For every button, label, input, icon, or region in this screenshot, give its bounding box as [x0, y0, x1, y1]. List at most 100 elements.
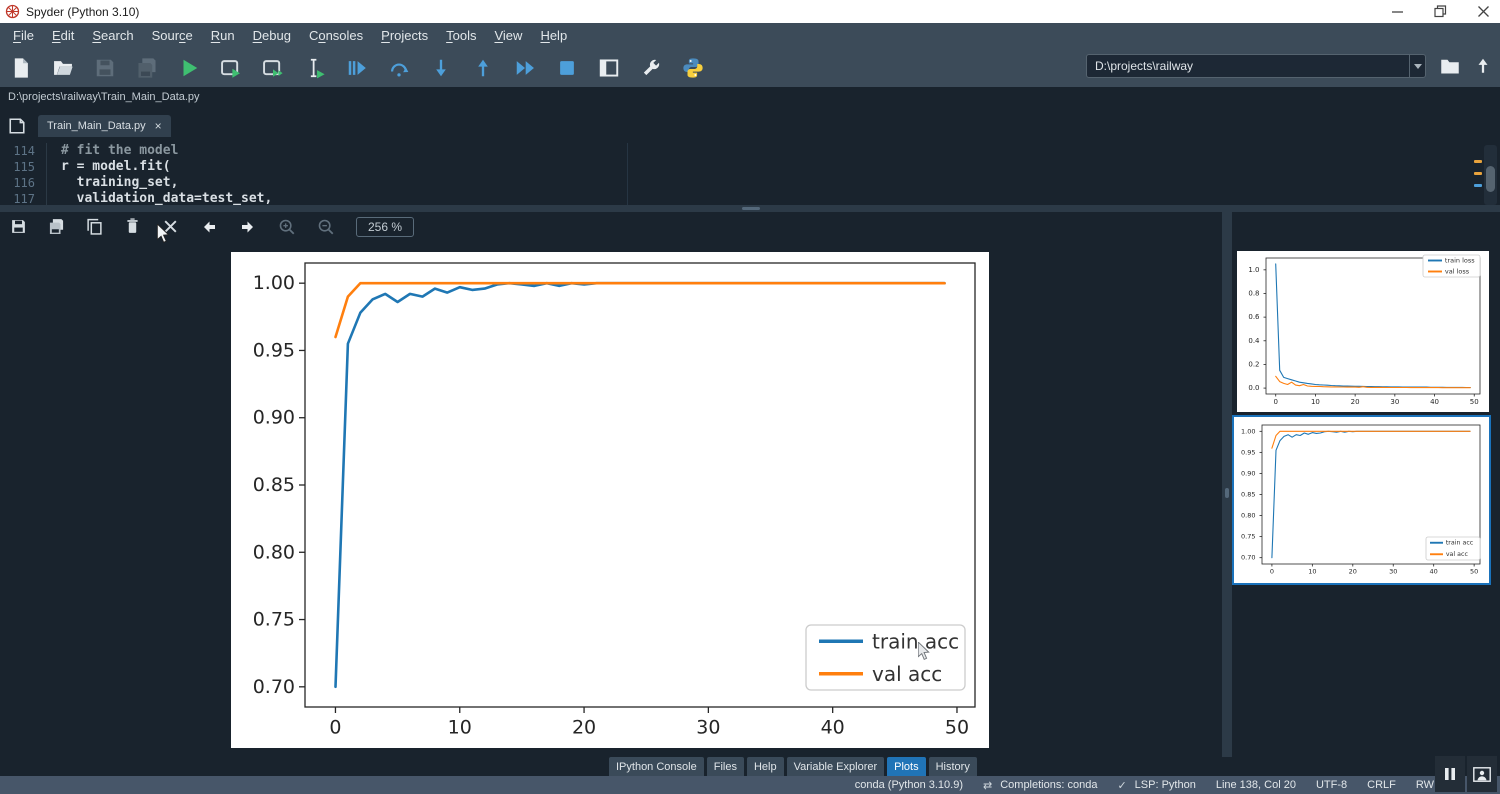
- svg-text:0: 0: [329, 716, 341, 738]
- svg-text:val acc: val acc: [872, 662, 942, 686]
- svg-text:30: 30: [1390, 398, 1399, 406]
- user-button[interactable]: [1467, 756, 1497, 792]
- debug-file-icon[interactable]: [346, 57, 368, 79]
- svg-text:0.85: 0.85: [253, 474, 295, 496]
- code-text: r = model.fit(: [61, 159, 171, 174]
- run-cell-icon[interactable]: [220, 57, 242, 79]
- svg-text:0.2: 0.2: [1248, 360, 1259, 368]
- check-icon: ✓: [1117, 779, 1127, 792]
- continue-icon[interactable]: [514, 57, 536, 79]
- thumbnail-accuracy-plot: 0.70 0.75 0.80 0.85 0.90 0.95 1.00 0 10 20 30 40 50 t…: [1235, 418, 1488, 582]
- stop-icon[interactable]: [556, 57, 578, 79]
- svg-text:0.80: 0.80: [1241, 512, 1255, 520]
- menu-tools[interactable]: Tools: [446, 28, 477, 43]
- browse-directory-icon[interactable]: [1440, 57, 1460, 75]
- editor-tab[interactable]: Train_Main_Data.py ×: [38, 114, 171, 137]
- svg-text:0.70: 0.70: [253, 676, 295, 698]
- chevron-down-icon[interactable]: [1409, 55, 1425, 77]
- zoom-out-icon[interactable]: [317, 218, 335, 236]
- svg-text:20: 20: [572, 716, 596, 738]
- code-text: # fit the model: [61, 143, 179, 158]
- plot-thumbnails-pane: 0.0 0.2 0.4 0.6 0.8 1.0 0 10 20 30 40 50 train loss v…: [1232, 212, 1500, 757]
- menu-source[interactable]: Source: [151, 28, 193, 43]
- svg-text:0.6: 0.6: [1248, 313, 1260, 321]
- restore-button[interactable]: [1434, 5, 1447, 18]
- preferences-wrench-icon[interactable]: [640, 57, 662, 79]
- svg-text:val acc: val acc: [1446, 551, 1469, 558]
- new-file-icon[interactable]: [10, 57, 32, 79]
- edge-line: [627, 143, 628, 205]
- svg-text:50: 50: [945, 716, 969, 738]
- close-button[interactable]: [1477, 5, 1490, 18]
- menu-view[interactable]: View: [494, 28, 523, 43]
- code-text: training_set,: [61, 175, 179, 190]
- run-cell-advance-icon[interactable]: [262, 57, 284, 79]
- run-file-icon[interactable]: [178, 57, 200, 79]
- tab-plots[interactable]: Plots: [887, 757, 926, 776]
- save-plot-icon[interactable]: [10, 218, 27, 235]
- tab-help[interactable]: Help: [746, 757, 784, 776]
- save-icon[interactable]: [94, 57, 116, 79]
- thumbnail-loss-plot[interactable]: 0.0 0.2 0.4 0.6 0.8 1.0 0 10 20 30 40 50 train loss v…: [1237, 251, 1489, 412]
- maximize-pane-icon[interactable]: [598, 57, 620, 79]
- svg-text:40: 40: [1430, 567, 1438, 575]
- browse-tabs-icon[interactable]: [8, 117, 26, 135]
- menu-file[interactable]: File: [13, 28, 34, 43]
- minimize-button[interactable]: [1391, 5, 1404, 18]
- remove-plot-icon[interactable]: [124, 218, 141, 235]
- working-directory-combobox[interactable]: [1086, 54, 1426, 78]
- vertical-splitter[interactable]: [1222, 212, 1232, 757]
- close-tab-icon[interactable]: ×: [154, 118, 162, 133]
- svg-text:40: 40: [821, 716, 845, 738]
- step-over-icon[interactable]: [388, 57, 410, 79]
- run-selection-icon[interactable]: [304, 57, 326, 79]
- menu-run[interactable]: Run: [210, 28, 235, 43]
- editor-scrollbar-thumb[interactable]: [1486, 166, 1495, 192]
- previous-plot-icon[interactable]: [200, 219, 218, 235]
- svg-text:0.85: 0.85: [1241, 491, 1255, 499]
- editor-tab-label: Train_Main_Data.py: [47, 119, 146, 132]
- code-line: 116 training_set,: [0, 175, 1500, 191]
- tab-files[interactable]: Files: [706, 757, 744, 776]
- python-env-icon[interactable]: [682, 57, 704, 79]
- working-directory-group: [1086, 54, 1492, 78]
- menu-projects[interactable]: Projects: [381, 28, 429, 43]
- window-title: Spyder (Python 3.10): [26, 4, 140, 19]
- svg-text:0.8: 0.8: [1248, 289, 1259, 297]
- parent-directory-icon[interactable]: [1474, 57, 1492, 75]
- next-plot-icon[interactable]: [239, 219, 257, 235]
- svg-text:train acc: train acc: [872, 629, 959, 653]
- menu-bar: File Edit Search Source Run Debug Consol…: [0, 23, 1500, 48]
- title-bar: Spyder (Python 3.10): [0, 0, 1500, 23]
- menu-consoles[interactable]: Consoles: [308, 28, 364, 43]
- copy-plot-icon[interactable]: [86, 218, 103, 235]
- svg-text:50: 50: [1470, 398, 1479, 406]
- save-all-plots-icon[interactable]: [48, 218, 65, 235]
- code-editor[interactable]: 114 # fit the model 115 r = model.fit( 1…: [0, 143, 1500, 205]
- step-return-icon[interactable]: [472, 57, 494, 79]
- save-all-icon[interactable]: [136, 57, 158, 79]
- scrollflag-warning: [1474, 172, 1482, 175]
- svg-text:0: 0: [1270, 567, 1274, 575]
- code-line: 117 validation_data=test_set,: [0, 191, 1500, 205]
- menu-help[interactable]: Help: [540, 28, 568, 43]
- menu-search[interactable]: Search: [92, 28, 134, 43]
- svg-text:0.75: 0.75: [253, 609, 295, 631]
- current-file-path: D:\projects\railway\Train_Main_Data.py: [8, 91, 200, 103]
- thumbnail-accuracy-plot-selected[interactable]: 0.70 0.75 0.80 0.85 0.90 0.95 1.00 0 10 20 30 40 50 t…: [1232, 415, 1491, 585]
- working-directory-input[interactable]: [1087, 59, 1409, 73]
- pause-button[interactable]: [1435, 756, 1465, 792]
- tab-history[interactable]: History: [928, 757, 977, 776]
- zoom-in-icon[interactable]: [278, 218, 296, 236]
- tab-variable-explorer[interactable]: Variable Explorer: [786, 757, 885, 776]
- horizontal-splitter[interactable]: [0, 205, 1500, 212]
- code-line: 115 r = model.fit(: [0, 159, 1500, 175]
- step-into-icon[interactable]: [430, 57, 452, 79]
- open-file-icon[interactable]: [52, 57, 74, 79]
- menu-edit[interactable]: Edit: [51, 28, 75, 43]
- tab-ipython-console[interactable]: IPython Console: [609, 757, 704, 776]
- svg-text:30: 30: [696, 716, 720, 738]
- menu-debug[interactable]: Debug: [252, 28, 291, 43]
- remove-all-plots-icon[interactable]: [162, 218, 179, 235]
